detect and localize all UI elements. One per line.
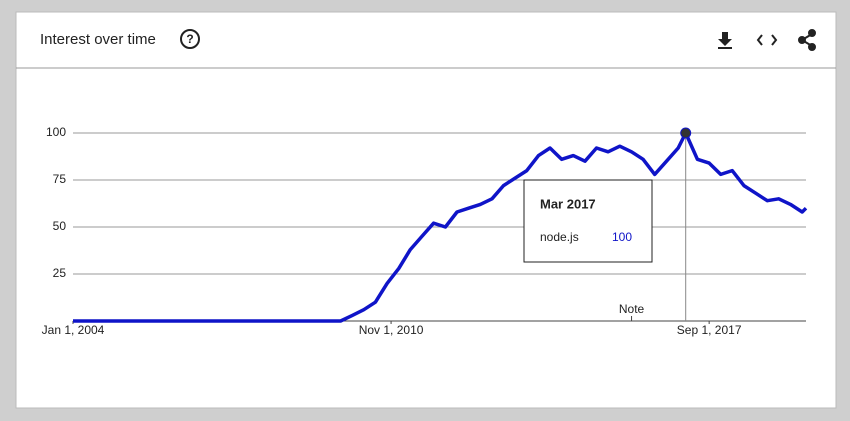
tooltip: Mar 2017 node.js 100 xyxy=(523,179,653,263)
x-tick-label: Nov 1, 2010 xyxy=(359,323,424,337)
hover-point xyxy=(680,127,692,139)
card xyxy=(15,11,837,409)
y-tick-label: 75 xyxy=(53,172,67,186)
y-tick-label: 25 xyxy=(53,266,67,280)
y-tick-label: 100 xyxy=(46,125,66,139)
share-icon[interactable] xyxy=(798,29,816,51)
x-tick-label: Jan 1, 2004 xyxy=(42,323,105,337)
x-tick-label: Sep 1, 2017 xyxy=(677,323,742,337)
embed-icon[interactable] xyxy=(756,34,778,46)
svg-text:?: ? xyxy=(186,32,193,46)
tooltip-series: node.js xyxy=(540,230,579,244)
annotation: Note xyxy=(619,302,645,316)
tooltip-box xyxy=(523,179,653,263)
line xyxy=(73,131,808,323)
help-icon[interactable]: ? xyxy=(180,29,200,49)
y-tick-label: 50 xyxy=(53,219,67,233)
download-icon[interactable] xyxy=(718,32,732,49)
tooltip-title: Mar 2017 xyxy=(540,196,596,211)
tooltip-value: 100 xyxy=(612,230,632,244)
chart-title: Interest over time xyxy=(40,31,156,48)
